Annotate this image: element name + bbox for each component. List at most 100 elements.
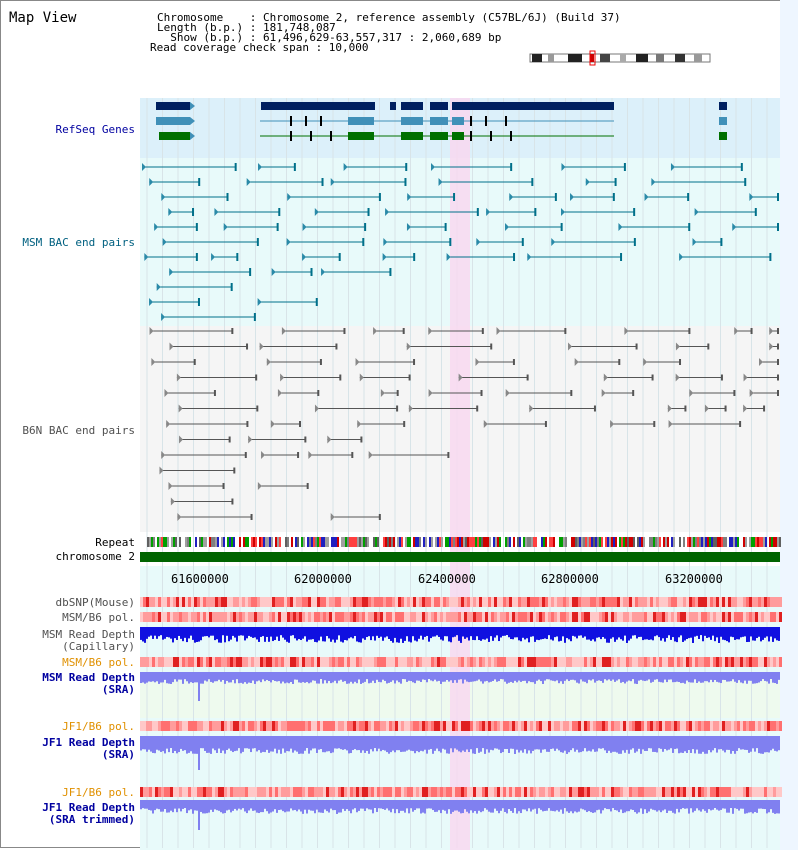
track-label-repeat[interactable]: Repeat xyxy=(95,536,135,549)
depth-bar xyxy=(768,736,770,753)
track-label-chromosome[interactable]: chromosome 2 xyxy=(55,550,135,563)
heat-cell xyxy=(311,612,314,622)
heat-cell xyxy=(620,612,623,622)
b6n-bac-pairs-track[interactable] xyxy=(149,327,779,521)
msm-bac-end xyxy=(253,313,256,321)
depth-bar xyxy=(180,800,182,812)
heat-cell xyxy=(437,787,440,797)
track-label-msm-b6-pol[interactable]: MSM/B6 pol. xyxy=(62,611,135,624)
depth-bar xyxy=(436,627,438,636)
track-label-jf1-depth-sra[interactable]: JF1 Read Depth (SRA) xyxy=(42,736,135,761)
depth-bar xyxy=(772,627,774,642)
heat-cell xyxy=(371,657,374,667)
heat-cell xyxy=(380,612,383,622)
heat-cell xyxy=(683,657,686,667)
msm-bac-end xyxy=(687,193,690,201)
repeat-element xyxy=(509,537,511,547)
depth-bar xyxy=(524,672,526,681)
heat-cell xyxy=(761,721,764,731)
depth-bar xyxy=(688,627,690,639)
track-label-jf1-b6-pol-trimmed[interactable]: JF1/B6 pol. xyxy=(62,786,135,799)
heat-cell xyxy=(368,597,371,607)
heat-cell xyxy=(695,657,698,667)
depth-bar xyxy=(604,672,606,680)
heat-cell xyxy=(350,657,353,667)
repeat-element xyxy=(493,537,495,547)
heat-cell xyxy=(554,721,557,731)
heat-cell xyxy=(638,612,641,622)
heat-cell xyxy=(428,721,431,731)
depth-bar xyxy=(716,736,718,753)
track-label-dbsnp[interactable]: dbSNP(Mouse) xyxy=(55,596,135,609)
track-label-b6n-bac[interactable]: B6N BAC end pairs xyxy=(22,424,135,437)
depth-bar xyxy=(182,736,184,751)
track-label-msm-depth-capillary[interactable]: MSM Read Depth (Capillary) xyxy=(42,628,135,653)
repeat-element xyxy=(199,537,201,547)
depth-bar xyxy=(432,736,434,754)
heat-cell xyxy=(560,657,563,667)
depth-bar xyxy=(438,627,440,637)
depth-bar xyxy=(328,800,330,813)
repeat-element xyxy=(247,537,249,547)
heat-cell xyxy=(161,612,164,622)
depth-bar xyxy=(212,672,214,683)
heat-cell xyxy=(275,657,278,667)
heat-cell xyxy=(278,597,281,607)
depth-bar xyxy=(322,627,324,642)
depth-bar xyxy=(492,736,494,751)
track-label-msm-bac[interactable]: MSM BAC end pairs xyxy=(22,236,135,249)
chromosome-ideogram[interactable] xyxy=(529,50,711,66)
heat-cell xyxy=(767,612,770,622)
heat-cell xyxy=(230,721,233,731)
repeat-element xyxy=(737,537,739,547)
depth-bar xyxy=(428,627,430,642)
heat-cell xyxy=(650,721,653,731)
heat-cell xyxy=(467,612,470,622)
depth-bar xyxy=(258,672,260,681)
repeat-element xyxy=(309,537,311,547)
depth-bar xyxy=(214,736,216,751)
heat-cell xyxy=(422,721,425,731)
track-label-jf1-depth-trimmed[interactable]: JF1 Read Depth (SRA trimmed) xyxy=(42,801,135,826)
track-label-msm-depth-sra[interactable]: MSM Read Depth (SRA) xyxy=(42,671,135,696)
depth-bar xyxy=(464,627,466,639)
depth-bar xyxy=(756,672,758,684)
b6n-bac-end xyxy=(270,420,275,428)
depth-bar xyxy=(156,672,158,682)
repeat-element xyxy=(161,537,163,547)
depth-bar xyxy=(376,672,378,680)
heat-cell xyxy=(725,597,728,607)
heat-cell xyxy=(671,787,674,797)
heat-cell xyxy=(776,657,779,667)
ideogram-band xyxy=(620,54,626,62)
heat-cell xyxy=(374,657,377,667)
depth-bar xyxy=(210,672,212,682)
track-label-jf1-b6-pol[interactable]: JF1/B6 pol. xyxy=(62,720,135,733)
heat-cell xyxy=(746,612,749,622)
heat-cell xyxy=(647,721,650,731)
depth-bar xyxy=(338,672,340,681)
depth-bar xyxy=(638,736,640,749)
track-label-msm-b6-pol-sra[interactable]: MSM/B6 pol. xyxy=(62,656,135,669)
depth-bar xyxy=(538,672,540,680)
polymorphism-heat-tracks[interactable] xyxy=(140,597,782,797)
refseq-genes-track[interactable] xyxy=(156,102,727,141)
heat-cell xyxy=(557,657,560,667)
heat-cell xyxy=(329,657,332,667)
heat-cell xyxy=(236,657,239,667)
repeat-track[interactable] xyxy=(147,537,781,547)
read-depth-tracks[interactable] xyxy=(140,627,780,830)
ideogram-band xyxy=(675,54,685,62)
track-label-refseq[interactable]: RefSeq Genes xyxy=(55,123,135,136)
heat-cell xyxy=(482,597,485,607)
msm-bac-end xyxy=(169,268,174,276)
depth-bar xyxy=(142,800,144,809)
msm-bac-end xyxy=(749,193,754,201)
depth-bar xyxy=(152,672,154,682)
heat-cell xyxy=(704,787,707,797)
msm-bac-pairs-track[interactable] xyxy=(142,163,779,321)
b6n-bac-end xyxy=(505,389,510,397)
heat-cell xyxy=(158,597,161,607)
heat-cell xyxy=(449,612,452,622)
